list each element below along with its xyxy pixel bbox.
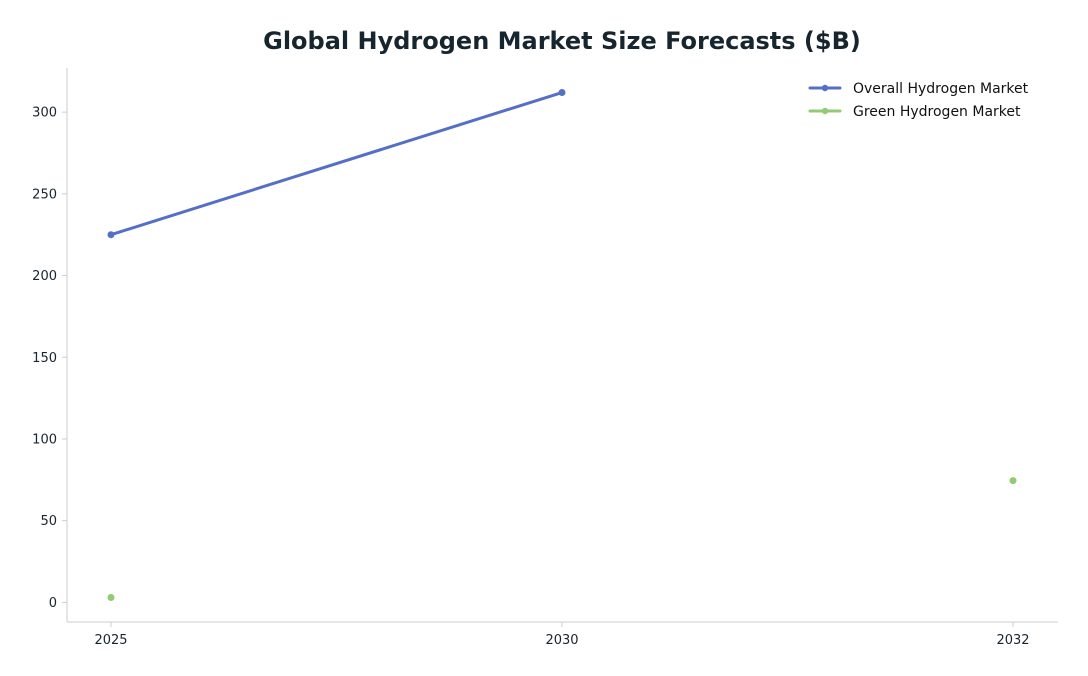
- legend-item: Green Hydrogen Market: [808, 104, 1021, 120]
- y-tick-label: 50: [40, 514, 57, 529]
- x-tick-label: 2030: [545, 633, 578, 648]
- data-point: [558, 89, 566, 97]
- chart-title: Global Hydrogen Market Size Forecasts ($…: [263, 27, 861, 55]
- x-tick-label: 2025: [94, 633, 127, 648]
- y-tick-label: 100: [32, 432, 57, 447]
- series-layer: [107, 89, 1017, 601]
- y-tick-label: 0: [49, 596, 57, 611]
- x-tick-label: 2032: [996, 633, 1029, 648]
- legend-marker: [821, 107, 829, 115]
- legend-label: Green Hydrogen Market: [853, 104, 1021, 120]
- series-line: [109, 91, 564, 237]
- y-tick-label: 300: [32, 106, 57, 121]
- y-tick-label: 200: [32, 269, 57, 284]
- legend-item: Overall Hydrogen Market: [808, 81, 1029, 97]
- series-green-hydrogen-market: [107, 477, 1017, 601]
- data-point: [107, 593, 115, 601]
- y-tick-label: 250: [32, 187, 57, 202]
- axes: 0 50 100 150 200 250 300 2025 2030 2032: [32, 68, 1058, 648]
- data-point: [1009, 477, 1017, 485]
- legend: Overall Hydrogen Market Green Hydrogen Ma…: [808, 81, 1029, 120]
- data-point: [107, 231, 115, 239]
- legend-label: Overall Hydrogen Market: [853, 81, 1029, 97]
- y-tick-label: 150: [32, 351, 57, 366]
- legend-marker: [821, 84, 829, 92]
- series-overall-hydrogen-market: [107, 89, 566, 239]
